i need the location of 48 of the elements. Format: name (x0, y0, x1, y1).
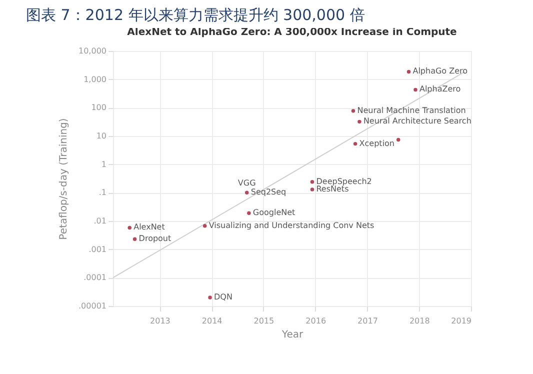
x-tick-label: 2019 (451, 316, 472, 326)
x-axis-title: Year (280, 330, 304, 340)
y-tick-label: 10,000 (78, 46, 106, 56)
annotation: Neural Machine Translation (357, 106, 466, 115)
annotation: Xception (359, 138, 394, 148)
y-tick-label: .01 (94, 216, 106, 226)
x-tick-label: 2015 (254, 316, 274, 326)
x-tick-label: 2016 (306, 316, 326, 326)
annotation: Dropout (138, 234, 172, 244)
annotation: Visualizing and Understanding Conv Nets (208, 220, 374, 230)
annotation: DQN (214, 292, 232, 302)
y-tick-label: .00001 (78, 302, 106, 310)
point (353, 142, 358, 146)
point (244, 190, 249, 195)
point (247, 211, 251, 215)
y-tick-label: 10 (96, 132, 106, 140)
point (358, 120, 362, 124)
point (202, 224, 207, 228)
y-tick-label: .0001 (84, 273, 106, 282)
annotation: AlphaGo Zero (412, 66, 468, 76)
annotation: Seq2Seq (250, 188, 286, 197)
x-tick-label: 2013 (150, 316, 170, 326)
y-tick-label: 1 (101, 160, 106, 169)
y-axis-title: Petaflop/s-day (Training) (58, 118, 70, 240)
annotation: Neural Architecture Search (363, 116, 472, 126)
point (310, 188, 314, 192)
point (132, 237, 137, 241)
y-tick-label: .1 (98, 188, 106, 198)
annotation: GoogleNet (252, 208, 296, 218)
annotation: AlexNet (134, 222, 165, 232)
x-tick-label: 2017 (358, 316, 378, 326)
x-tick-label: 2018 (409, 316, 430, 326)
annotation: AlphaZero (419, 84, 461, 94)
y-tick-label: 1,000 (84, 74, 106, 84)
point (310, 180, 314, 184)
x-tick-label: 2014 (202, 316, 222, 326)
point (406, 70, 411, 74)
point (128, 226, 132, 230)
annotation: DeepSpeech2 (316, 176, 372, 186)
point (414, 88, 418, 92)
chart-title: 图表 7：2012 年以来算力需求提升约 300,000 倍 (25, 5, 366, 26)
annotation: ResNets (316, 184, 349, 194)
point (208, 296, 212, 300)
y-tick-label: .001 (88, 244, 106, 254)
point (396, 138, 400, 142)
point (351, 109, 356, 113)
y-tick-label: 100 (91, 103, 106, 112)
annotation: VGG (238, 178, 256, 188)
